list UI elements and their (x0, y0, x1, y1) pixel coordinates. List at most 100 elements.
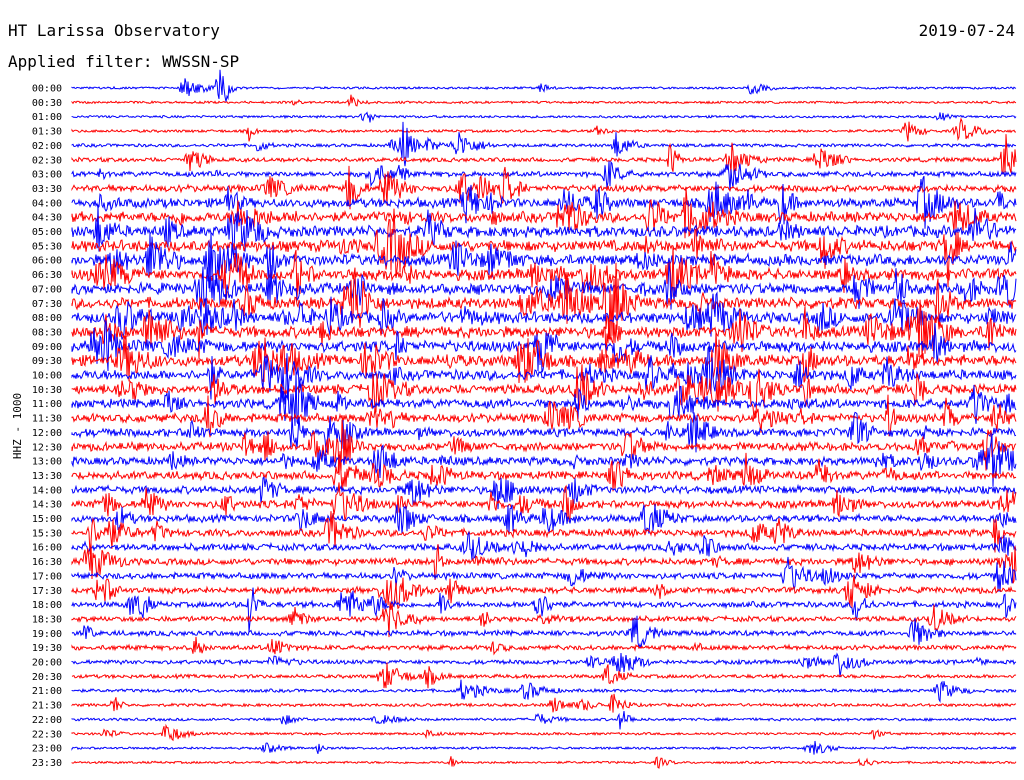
trace-line (71, 245, 1017, 303)
trace-line (71, 69, 1017, 102)
tick-label: 15:00 (32, 514, 62, 525)
tick-label: 01:30 (32, 127, 62, 138)
trace-line (71, 601, 1017, 638)
trace-line (71, 411, 1017, 454)
trace-line (71, 662, 1017, 689)
tick-label: 11:30 (32, 414, 62, 425)
tick-label: 08:30 (32, 327, 62, 338)
tick-label: 18:00 (32, 600, 62, 611)
trace-line (71, 121, 1016, 167)
filter-label: Applied filter: WWSSN-SP (8, 52, 240, 71)
tick-label: 16:00 (32, 543, 62, 554)
tick-label-group: 00:00 00:30 01:00 01:30 02:00 02:30 03:00 03:30… (32, 84, 62, 769)
trace-line (71, 187, 1017, 239)
trace-line (71, 452, 1017, 492)
tick-label: 05:00 (32, 227, 62, 238)
tick-label: 13:00 (32, 457, 62, 468)
tick-label: 07:30 (32, 299, 62, 310)
trace-line (71, 556, 1017, 592)
tick-label: 21:00 (32, 686, 62, 697)
trace-line (71, 299, 1017, 359)
tick-label: 20:00 (32, 658, 62, 669)
trace-line (71, 723, 1017, 742)
tick-label: 01:00 (32, 112, 62, 123)
tick-label: 12:30 (32, 442, 62, 453)
trace-line (71, 711, 1017, 730)
tick-label: 06:30 (32, 270, 62, 281)
trace-line (71, 652, 1017, 678)
tick-label: 09:00 (32, 342, 62, 353)
trace-line (71, 434, 1017, 487)
tick-label: 06:00 (32, 256, 62, 267)
tick-label: 14:00 (32, 485, 62, 496)
tick-label: 10:30 (32, 385, 62, 396)
tick-label: 22:30 (32, 729, 62, 740)
trace-line (71, 261, 1017, 317)
trace-line (71, 531, 1017, 561)
trace-line (71, 511, 1017, 555)
tick-label: 05:30 (32, 241, 62, 252)
trace-line (71, 615, 1017, 650)
tick-label: 21:30 (32, 701, 62, 712)
trace-line (71, 636, 1017, 656)
tick-label: 04:30 (32, 213, 62, 224)
tick-label: 15:30 (32, 528, 62, 539)
trace-line (71, 208, 1017, 287)
trace-line (71, 262, 1017, 340)
tick-label: 19:30 (32, 643, 62, 654)
tick-label: 04:00 (32, 198, 62, 209)
tick-label: 17:00 (32, 571, 62, 582)
trace-line (71, 204, 1017, 256)
tick-label: 13:30 (32, 471, 62, 482)
trace-line (71, 94, 1017, 107)
trace-line (71, 574, 1017, 610)
trace-line (71, 331, 1017, 384)
trace-line (71, 175, 1017, 229)
trace-line (71, 504, 1017, 534)
trace-line (71, 371, 1017, 426)
tick-label: 09:30 (32, 356, 62, 367)
tick-label: 00:30 (32, 98, 62, 109)
trace-line (71, 476, 1017, 510)
tick-label: 12:00 (32, 428, 62, 439)
tick-label: 20:30 (32, 672, 62, 683)
trace-line (71, 134, 1017, 175)
tick-label: 14:30 (32, 500, 62, 511)
trace-line (71, 482, 1017, 522)
tick-label: 23:00 (32, 744, 62, 755)
tick-label: 03:30 (32, 184, 62, 195)
trace-line (71, 419, 1017, 476)
trace-line (71, 364, 1017, 419)
trace-line (71, 231, 1017, 293)
trace-line (71, 679, 1017, 704)
station-title: HT Larissa Observatory (8, 21, 220, 40)
tick-label: 10:00 (32, 371, 62, 382)
trace-group (71, 69, 1017, 769)
trace-line (71, 693, 1017, 713)
trace-line (71, 117, 1016, 142)
tick-label: 02:30 (32, 155, 62, 166)
trace-line (71, 587, 1017, 633)
tick-label: 18:30 (32, 614, 62, 625)
trace-line (71, 740, 1017, 755)
trace-line (71, 111, 1017, 123)
tick-label: 02:00 (32, 141, 62, 152)
tick-label: 22:00 (32, 715, 62, 726)
trace-line (71, 394, 1017, 438)
trace-line (71, 291, 1017, 340)
trace-line (71, 344, 1017, 405)
trace-line (71, 756, 1017, 769)
date-label: 2019-07-24 (918, 21, 1015, 40)
tick-label: 08:00 (32, 313, 62, 324)
tick-label: 23:30 (32, 758, 62, 769)
tick-label: 19:00 (32, 629, 62, 640)
tick-label: 00:00 (32, 84, 62, 95)
tick-label: 17:30 (32, 586, 62, 597)
tick-label: 03:00 (32, 170, 62, 181)
tick-label: 16:30 (32, 557, 62, 568)
trace-line (71, 160, 1017, 192)
tick-label: 11:00 (32, 399, 62, 410)
tick-label: 07:00 (32, 284, 62, 295)
trace-line (71, 542, 1017, 584)
